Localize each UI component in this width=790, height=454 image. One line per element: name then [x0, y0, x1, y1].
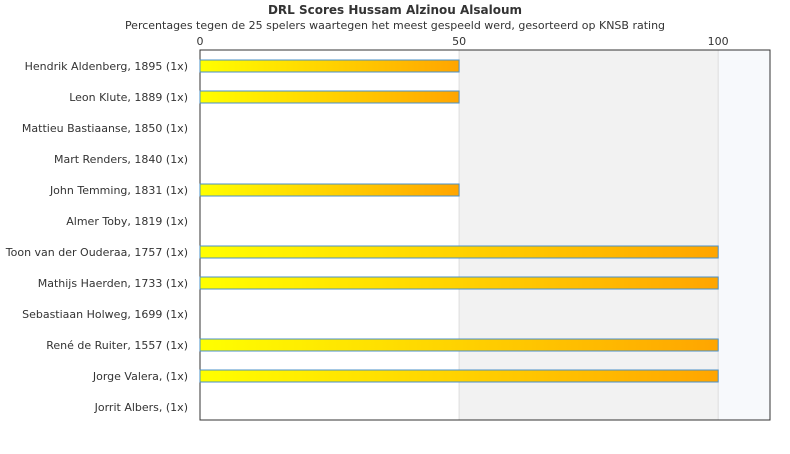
category-label: Almer Toby, 1819 (1x) — [66, 215, 188, 228]
category-label: Hendrik Aldenberg, 1895 (1x) — [25, 60, 188, 73]
x-tick-label: 100 — [708, 35, 729, 48]
category-label: Leon Klute, 1889 (1x) — [69, 91, 188, 104]
category-label: Toon van der Ouderaa, 1757 (1x) — [5, 246, 188, 259]
chart-subtitle: Percentages tegen de 25 spelers waartege… — [125, 19, 665, 32]
category-label: Jorge Valera, (1x) — [92, 370, 188, 383]
category-label: Sebastiaan Holweg, 1699 (1x) — [22, 308, 188, 321]
band-100-plus — [718, 50, 770, 420]
category-label: John Temming, 1831 (1x) — [49, 184, 188, 197]
category-label: Mathijs Haerden, 1733 (1x) — [38, 277, 188, 290]
bar[interactable] — [199, 338, 719, 352]
category-labels: Hendrik Aldenberg, 1895 (1x) Leon Klute, … — [5, 60, 188, 414]
bar[interactable] — [199, 276, 719, 290]
background-bands — [459, 50, 770, 420]
bar[interactable] — [199, 90, 460, 104]
plot-area-border — [199, 49, 771, 421]
category-label: Mart Renders, 1840 (1x) — [54, 153, 188, 166]
category-label: René de Ruiter, 1557 (1x) — [46, 339, 188, 352]
bar[interactable] — [199, 369, 719, 383]
band-50-100 — [459, 50, 719, 420]
x-axis-ticks: 0 50 100 — [197, 35, 729, 48]
bar[interactable] — [199, 183, 460, 197]
gridlines — [458, 50, 719, 420]
x-tick-label: 0 — [197, 35, 204, 48]
category-label: Mattieu Bastiaanse, 1850 (1x) — [22, 122, 188, 135]
bar[interactable] — [199, 245, 719, 259]
bar[interactable] — [199, 59, 460, 73]
category-label: Jorrit Albers, (1x) — [94, 401, 188, 414]
chart-title: DRL Scores Hussam Alzinou Alsaloum — [268, 3, 522, 17]
x-tick-label: 50 — [452, 35, 466, 48]
bars — [199, 59, 719, 383]
